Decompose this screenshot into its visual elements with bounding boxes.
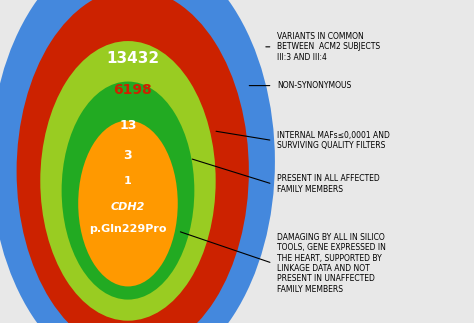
Ellipse shape: [0, 0, 275, 323]
Text: PRESENT IN ALL AFFECTED
FAMILY MEMBERS: PRESENT IN ALL AFFECTED FAMILY MEMBERS: [277, 174, 380, 194]
Text: NON-SYNONYMOUS: NON-SYNONYMOUS: [277, 81, 352, 90]
Text: 13432: 13432: [106, 51, 159, 66]
Text: CDH2: CDH2: [111, 202, 145, 212]
Text: 1: 1: [124, 176, 132, 186]
Text: p.Gln229Pro: p.Gln229Pro: [89, 224, 167, 234]
Ellipse shape: [40, 41, 216, 321]
Ellipse shape: [17, 0, 249, 323]
Text: DAMAGING BY ALL IN SILICO
TOOLS, GENE EXPRESSED IN
THE HEART, SUPPORTED BY
LINKA: DAMAGING BY ALL IN SILICO TOOLS, GENE EX…: [277, 233, 386, 294]
Text: 6198: 6198: [113, 83, 152, 98]
Text: INTERNAL MAFs≤0,0001 AND
SURVIVING QUALITY FILTERS: INTERNAL MAFs≤0,0001 AND SURVIVING QUALI…: [277, 131, 390, 150]
Text: 13: 13: [119, 120, 137, 132]
Text: VARIANTS IN COMMON
BETWEEN  ACM2 SUBJECTS
III:3 AND III:4: VARIANTS IN COMMON BETWEEN ACM2 SUBJECTS…: [277, 32, 381, 62]
Text: 3: 3: [124, 149, 132, 162]
Ellipse shape: [78, 120, 178, 287]
Ellipse shape: [62, 81, 194, 300]
